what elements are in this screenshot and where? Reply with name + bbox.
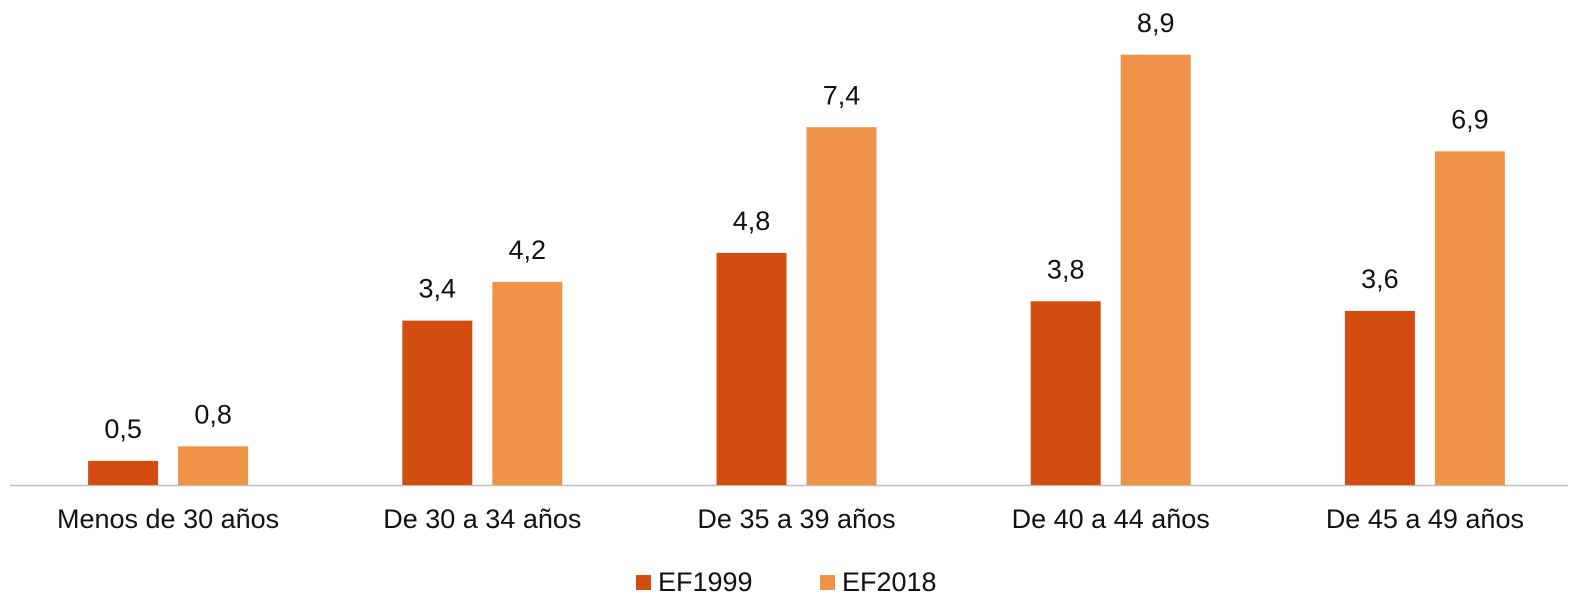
bar [806, 127, 877, 486]
x-tick-label: De 45 a 49 años [1326, 504, 1524, 534]
bar [1030, 301, 1101, 485]
x-tick-label: De 30 a 34 años [383, 504, 581, 534]
data-label: 0,5 [104, 414, 142, 444]
data-label: 3,8 [1047, 254, 1085, 284]
x-tick-label: De 35 a 39 años [697, 504, 895, 534]
bar [492, 281, 563, 485]
bar [1120, 54, 1191, 486]
bar [88, 460, 159, 485]
data-label: 4,2 [509, 235, 547, 265]
legend-label: EF1999 [658, 567, 753, 597]
bar [716, 252, 787, 485]
data-label: 3,6 [1361, 264, 1399, 294]
bar [402, 320, 473, 485]
bar [1434, 151, 1505, 485]
data-label: 6,9 [1451, 105, 1489, 135]
bar [1344, 310, 1415, 485]
x-tick-label: De 40 a 44 años [1012, 504, 1210, 534]
bar [178, 446, 249, 485]
x-tick-label: Menos de 30 años [57, 504, 279, 534]
data-label: 0,8 [194, 399, 232, 429]
data-label: 3,4 [419, 274, 457, 304]
legend-label: EF2018 [842, 567, 937, 597]
data-label: 8,9 [1137, 8, 1175, 38]
legend-swatch [636, 575, 651, 590]
data-label: 7,4 [823, 80, 861, 110]
data-label: 4,8 [733, 206, 771, 236]
legend-swatch [820, 575, 835, 590]
